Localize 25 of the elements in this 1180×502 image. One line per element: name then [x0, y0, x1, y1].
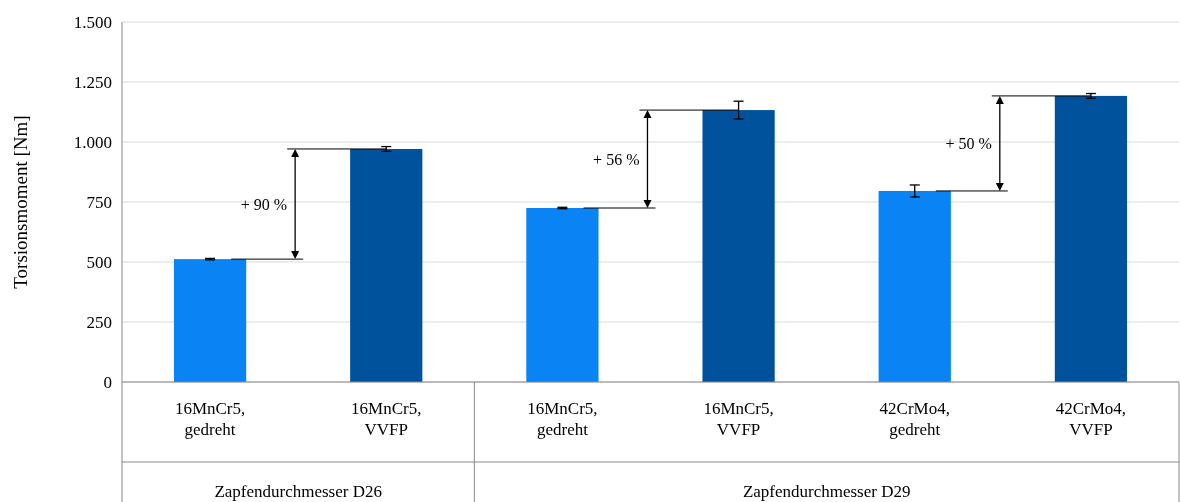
bar [878, 190, 951, 382]
annotation: + 56 % [593, 150, 640, 168]
y-tick-label: 1.500 [73, 12, 112, 32]
annotation: + 50 % [945, 135, 992, 153]
bar [1054, 95, 1128, 382]
bar [173, 259, 247, 382]
y-tick-label: 250 [86, 312, 112, 332]
bar [702, 110, 775, 382]
y-tick-label: 1.000 [73, 132, 112, 152]
x-tick-label: 42CrMo4, gedreht [879, 399, 950, 439]
y-tick-label: 1.250 [73, 72, 112, 92]
x-tick-label: 42CrMo4, VVFP [1055, 399, 1127, 439]
x-tick-label: 16MnCr5, VVFP [351, 399, 422, 439]
bar [526, 208, 599, 382]
y-tick-label: 0 [103, 372, 112, 392]
x-tick-label: 16MnCr5, VVFP [703, 399, 774, 439]
x-tick-label: 16MnCr5, gedreht [527, 399, 598, 439]
y-axis-title: Torsionsmoment [Nm] [10, 115, 31, 289]
text: Zapfendurchmesser D29 [742, 482, 911, 501]
text: Zapfendurchmesser D26 [214, 482, 382, 501]
x-tick-label: 16MnCr5, gedreht [174, 399, 246, 439]
y-tick-label: 500 [86, 252, 112, 272]
annotation: + 90 % [240, 195, 288, 213]
y-tick-label: 750 [86, 192, 112, 212]
bar [350, 148, 423, 382]
